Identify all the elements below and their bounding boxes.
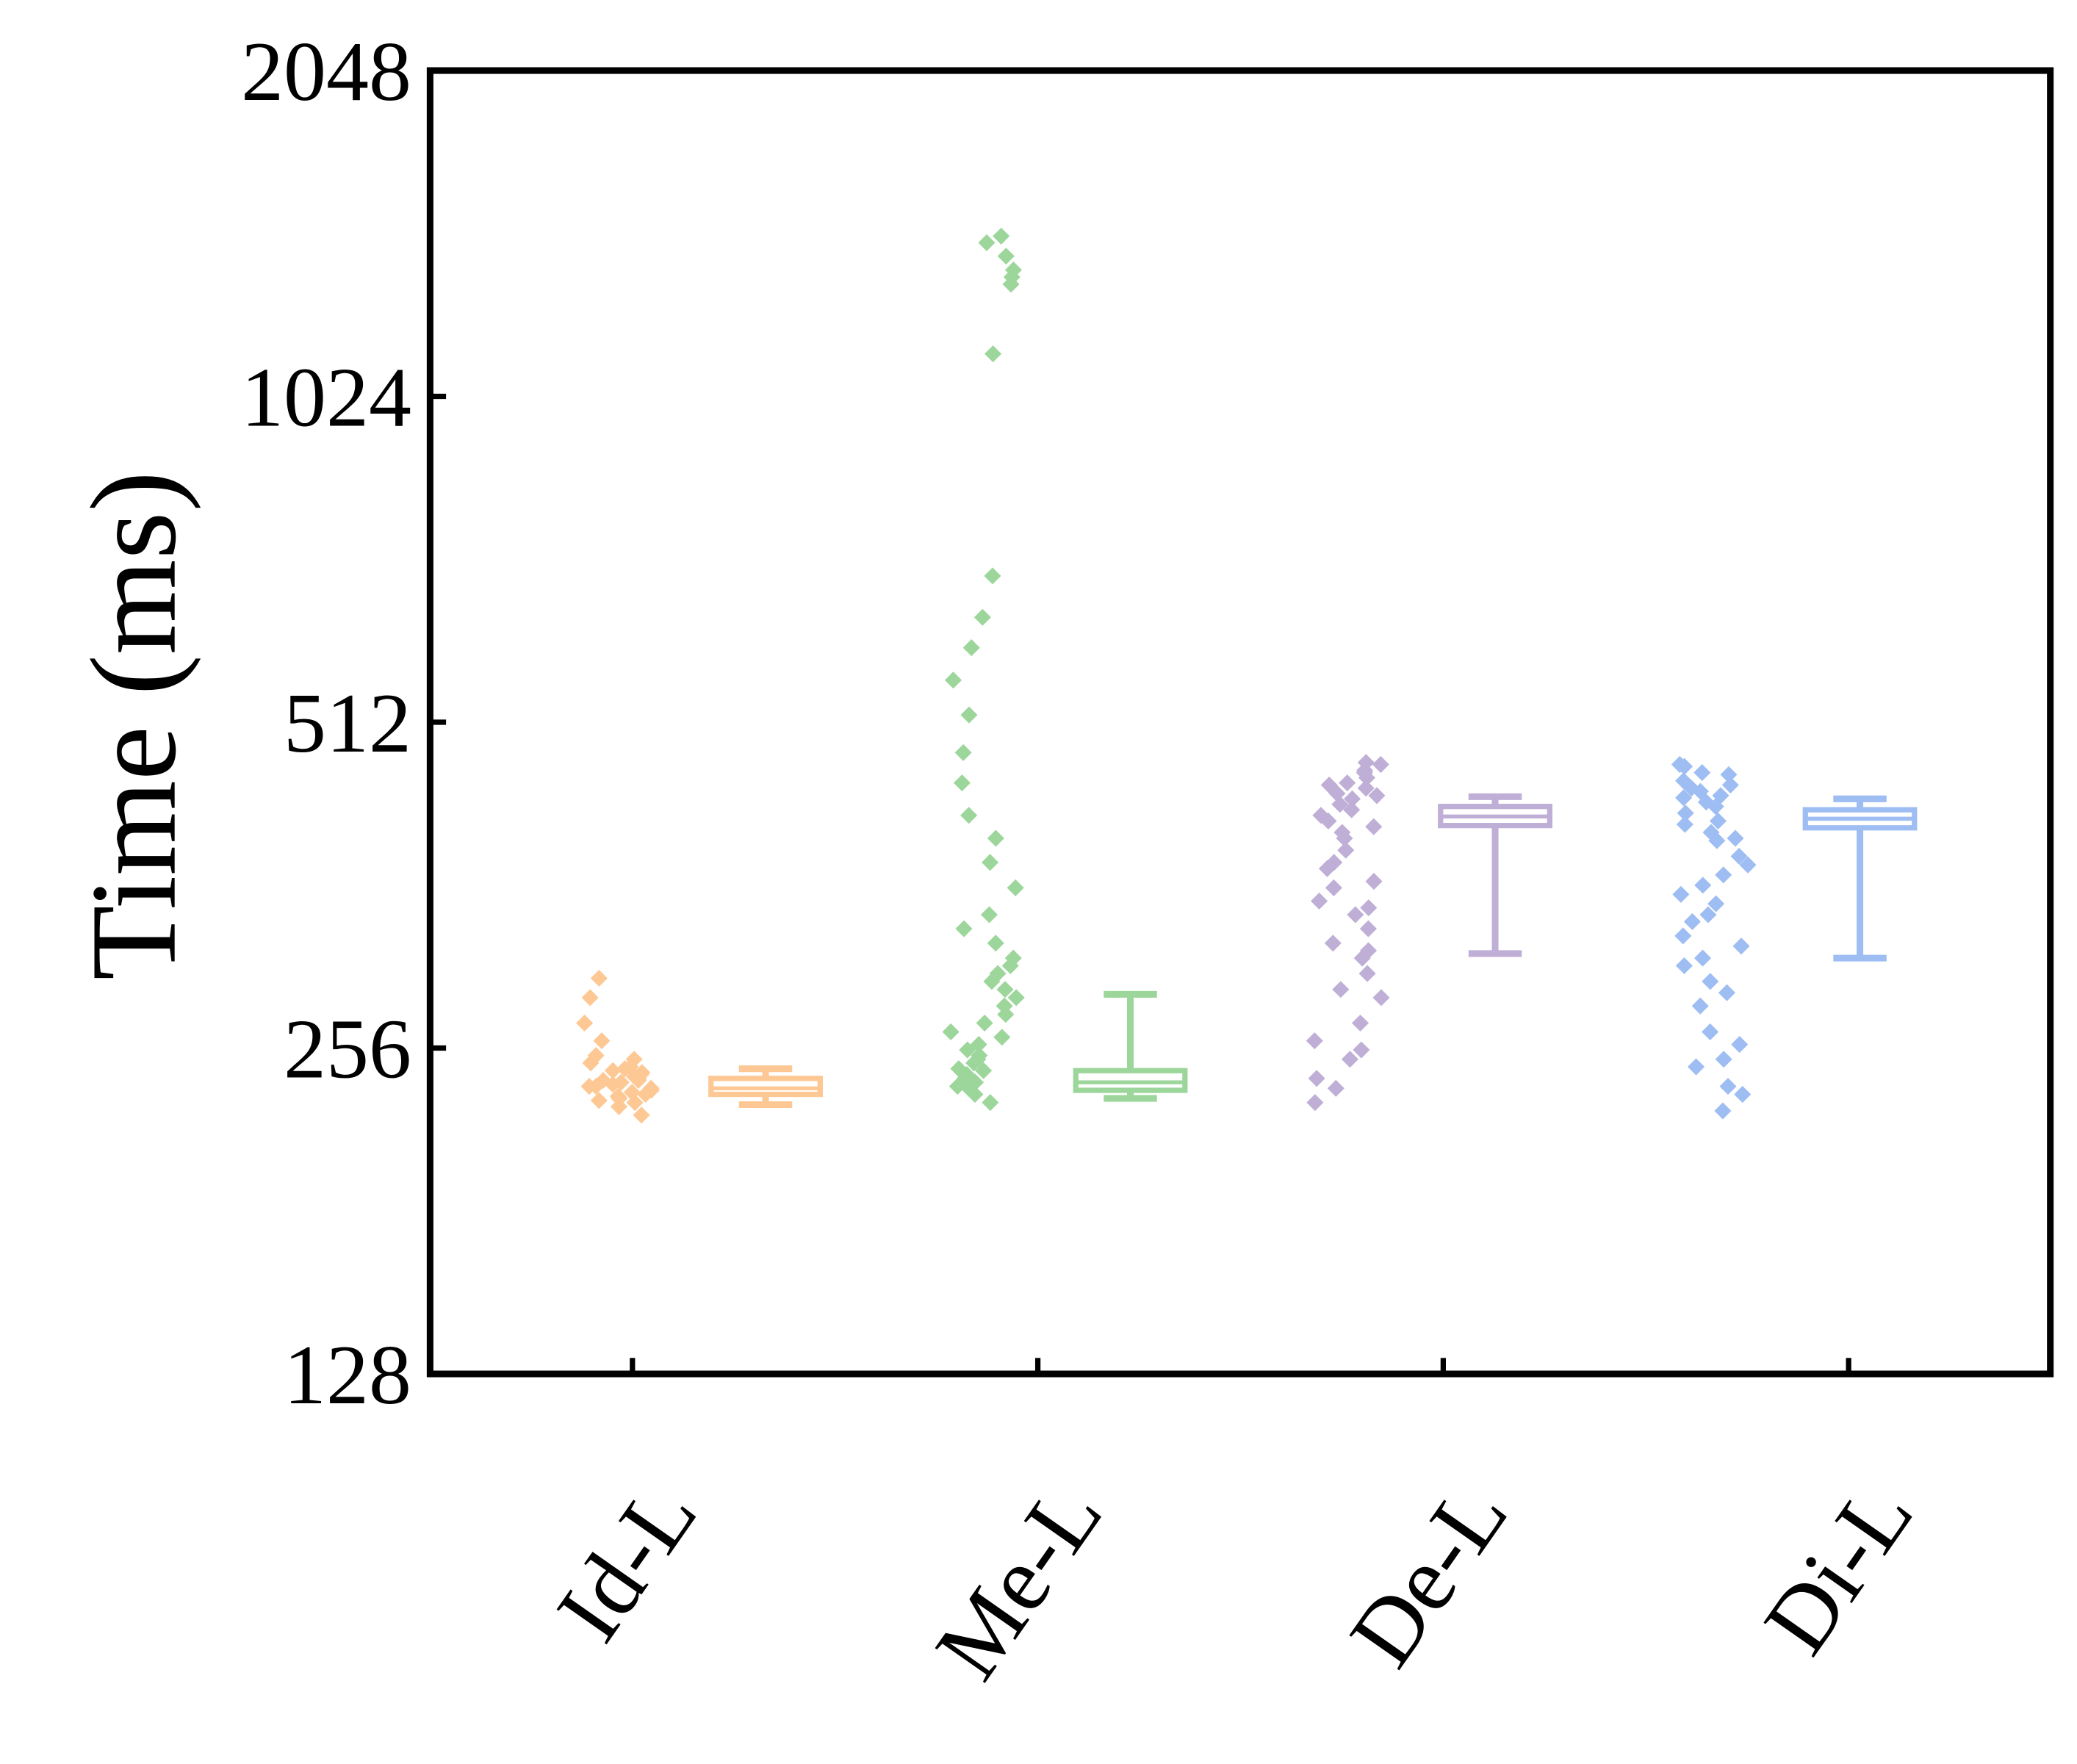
scatter-point [1672,885,1690,903]
scatter-point [576,1014,594,1032]
scatter-point [1675,957,1693,975]
scatter-point [1671,756,1688,774]
scatter-point [1353,949,1371,967]
scatter-point [1351,1014,1369,1032]
scatter-point [960,706,978,724]
scatter-point [987,935,1004,952]
x-tick-label: Id-L [537,1464,716,1659]
scatter-point [1691,997,1709,1015]
scatter-point [1688,1058,1705,1076]
scatter-point [983,973,1001,990]
scatter-point [1702,973,1719,990]
scatter-point [1731,1036,1749,1054]
x-tick-label: Di-L [1745,1464,1933,1671]
scatter-point [590,969,608,987]
scatter-point [1308,1070,1325,1087]
scatter-point [978,234,996,251]
scatter-point [1325,879,1342,896]
scatter-point [962,639,980,657]
scatter-point [1007,879,1024,896]
scatter-point [993,1029,1011,1046]
scatter-point [1732,937,1750,955]
scatter-point [1339,774,1356,792]
scatter-point [1719,1078,1737,1095]
scatter-point [942,1023,960,1040]
scatter-point [593,1032,611,1050]
scatter-point [997,248,1015,265]
scatter-point [1324,935,1342,952]
scatter-point [1365,818,1383,835]
scatter-point [581,989,599,1007]
y-tick-label: 128 [284,1328,411,1422]
scatter-point [1694,876,1712,894]
scatter-point [1715,866,1732,884]
scatter-point [954,744,972,761]
scatter-point [987,829,1004,847]
scatter-point [944,672,962,689]
y-tick-label: 2048 [241,25,411,119]
scatter-point [1693,949,1712,967]
scatter-point [1372,989,1390,1007]
scatter-point [1674,927,1692,945]
plot-frame [426,67,2054,1378]
scatter-point [1306,1094,1324,1112]
scatter-point [1357,780,1375,797]
y-tick-label: 256 [284,1002,411,1096]
scatter-point [1676,816,1693,833]
scatter-point [1372,756,1389,774]
scatter-point [980,906,998,924]
scatter-point [1714,1102,1732,1120]
scatter-point [1341,1051,1358,1068]
scatter-point [590,1092,608,1109]
scatter-point [1720,766,1738,783]
scatter-point [1311,892,1328,910]
scatter-point [976,1014,993,1032]
scatter-point [1332,981,1350,998]
scatter-point [1358,965,1376,982]
scatter-point [1734,1086,1752,1104]
scatter-point [1683,912,1701,931]
y-axis-label: Time (ms) [66,471,202,980]
scatter-point [982,854,999,871]
scatter-point [984,345,1002,363]
y-tick-label: 512 [284,677,411,771]
scatter-point [984,567,1001,585]
scatter-point [1718,984,1735,1001]
scatter-point [1365,873,1383,890]
scatter-point [955,920,973,937]
x-tick-label: De-L [1331,1464,1527,1685]
scatter-point [1353,1041,1370,1059]
y-tick-label: 1024 [241,350,411,444]
scatter-point [1359,920,1377,937]
scatter-point [973,608,991,626]
scatter-point [1702,1023,1719,1040]
scatter-point [1327,1079,1345,1097]
scatter-point [1693,764,1711,782]
x-tick-label: Me-L [916,1464,1122,1697]
scatter-point [993,227,1010,245]
scatter-point [982,1094,999,1112]
scatter-point [960,807,978,824]
scatter-point [1360,899,1378,917]
scatter-point [1306,1032,1323,1050]
scatter-point [1682,780,1700,797]
scatter-point [953,774,971,792]
scatter-point [1715,1051,1732,1068]
scatter-point [1727,829,1744,847]
